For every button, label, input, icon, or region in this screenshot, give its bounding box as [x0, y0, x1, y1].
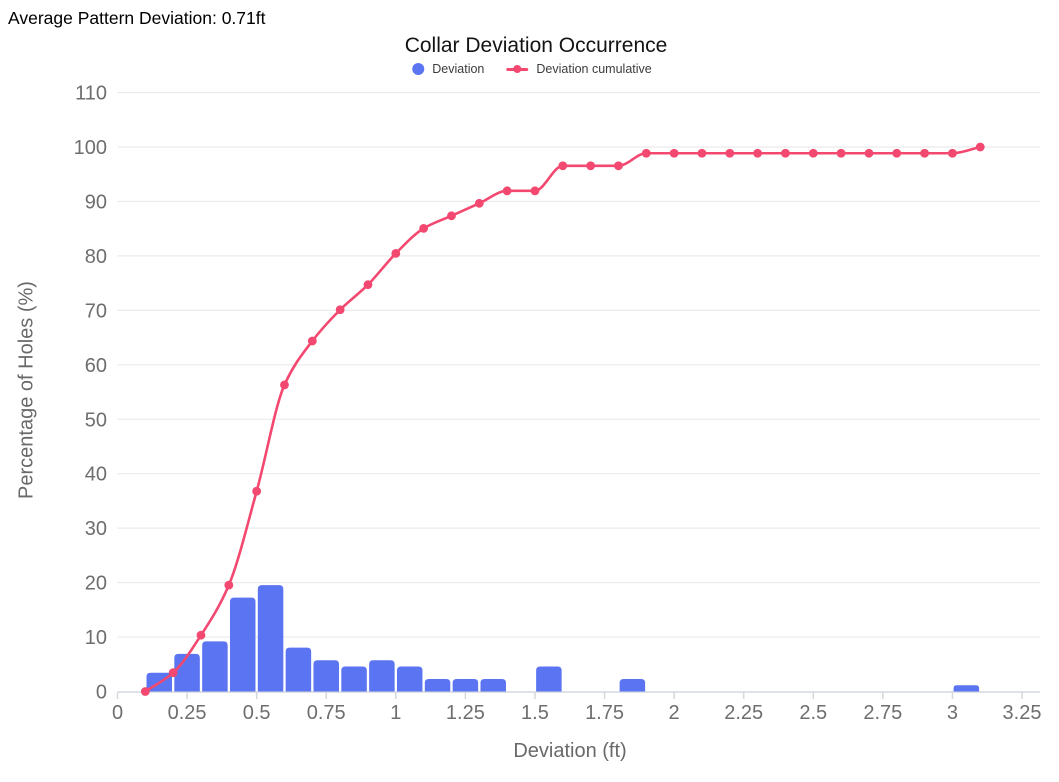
bar [313, 660, 339, 692]
x-axis-title: Deviation (ft) [513, 740, 627, 762]
bar [396, 666, 423, 692]
average-pattern-deviation-label: Average Pattern Deviation: 0.71ft [8, 8, 266, 28]
svg-text:1.25: 1.25 [446, 702, 485, 724]
svg-text:90: 90 [85, 191, 107, 213]
svg-text:2: 2 [669, 702, 680, 724]
svg-text:2.25: 2.25 [724, 702, 763, 724]
svg-text:10: 10 [85, 627, 107, 649]
line-point [920, 148, 929, 158]
line-point [836, 148, 846, 158]
line-point [781, 148, 790, 158]
line-point [558, 161, 568, 171]
bar [424, 678, 451, 692]
svg-text:1.75: 1.75 [585, 702, 624, 724]
svg-text:20: 20 [85, 573, 107, 595]
legend-item-deviation-cumulative[interactable]: Deviation cumulative [506, 62, 652, 76]
line-point [140, 687, 150, 696]
svg-text:40: 40 [85, 464, 107, 486]
bar [619, 678, 646, 692]
bar [452, 678, 479, 692]
line-point [808, 148, 818, 158]
line-point [502, 186, 512, 196]
y-axis: 0 10 20 30 40 50 60 70 80 90 100 110 [74, 83, 107, 704]
line-point [447, 211, 456, 221]
line-point [975, 142, 985, 152]
bar [202, 641, 228, 692]
line-point [391, 249, 401, 258]
legend-bar-marker-icon [412, 63, 425, 75]
line-point [697, 148, 707, 158]
svg-text:3: 3 [947, 702, 958, 724]
svg-text:0.75: 0.75 [307, 702, 346, 724]
bar [369, 660, 395, 692]
svg-text:0: 0 [112, 702, 123, 724]
svg-text:0.25: 0.25 [168, 702, 207, 724]
legend-label-deviation: Deviation [432, 62, 485, 76]
line-point [948, 148, 957, 158]
svg-text:70: 70 [85, 300, 107, 322]
bar [257, 585, 284, 692]
line-point [307, 336, 317, 346]
bar [480, 678, 506, 692]
legend-label-deviation-cumulative: Deviation cumulative [536, 62, 652, 76]
line-point [614, 161, 623, 171]
svg-text:30: 30 [85, 518, 107, 540]
y-gridlines [117, 91, 1040, 638]
line-point [168, 668, 178, 678]
bar [341, 666, 367, 692]
line-point [669, 148, 679, 158]
legend-line-marker-icon [506, 63, 529, 75]
line-point [753, 148, 763, 158]
svg-text:100: 100 [74, 137, 107, 159]
svg-text:2.75: 2.75 [863, 702, 902, 724]
svg-text:80: 80 [85, 246, 107, 268]
line-point [224, 580, 234, 590]
svg-text:0: 0 [96, 682, 107, 704]
svg-text:60: 60 [85, 355, 107, 377]
bar [536, 666, 562, 692]
line-point [530, 186, 540, 196]
legend: Deviation Deviation cumulative [412, 62, 652, 76]
svg-text:1: 1 [390, 702, 401, 724]
line-point [864, 148, 874, 158]
bar [953, 685, 980, 692]
bar [285, 647, 312, 692]
line-point [363, 280, 373, 290]
x-axis: 0 0.25 0.5 0.75 1 1.25 1.5 1.75 2 2.25 2.5 2.75 3 3.2… [112, 691, 1042, 724]
line-point [280, 380, 289, 390]
line-point [586, 161, 596, 171]
line-point [892, 148, 902, 158]
svg-text:0.5: 0.5 [243, 702, 271, 724]
line-point [725, 148, 735, 158]
line-point [335, 305, 345, 315]
chart-title: Collar Deviation Occurrence [404, 34, 668, 57]
svg-text:1.5: 1.5 [521, 702, 549, 724]
legend-item-deviation[interactable]: Deviation [412, 62, 484, 76]
line-point [419, 223, 429, 233]
y-axis-title: Percentage of Holes (%) [15, 281, 38, 499]
deviation-bars [146, 585, 980, 692]
svg-text:50: 50 [85, 409, 107, 431]
line-point [641, 148, 651, 158]
deviation-cumulative-line [140, 142, 985, 696]
svg-text:110: 110 [75, 83, 107, 105]
svg-text:3.25: 3.25 [1003, 702, 1042, 724]
svg-text:2.5: 2.5 [799, 702, 827, 724]
bar [174, 653, 200, 692]
line-point [196, 630, 206, 640]
line-point [252, 486, 262, 496]
line-point [474, 198, 484, 208]
bar [229, 597, 256, 692]
